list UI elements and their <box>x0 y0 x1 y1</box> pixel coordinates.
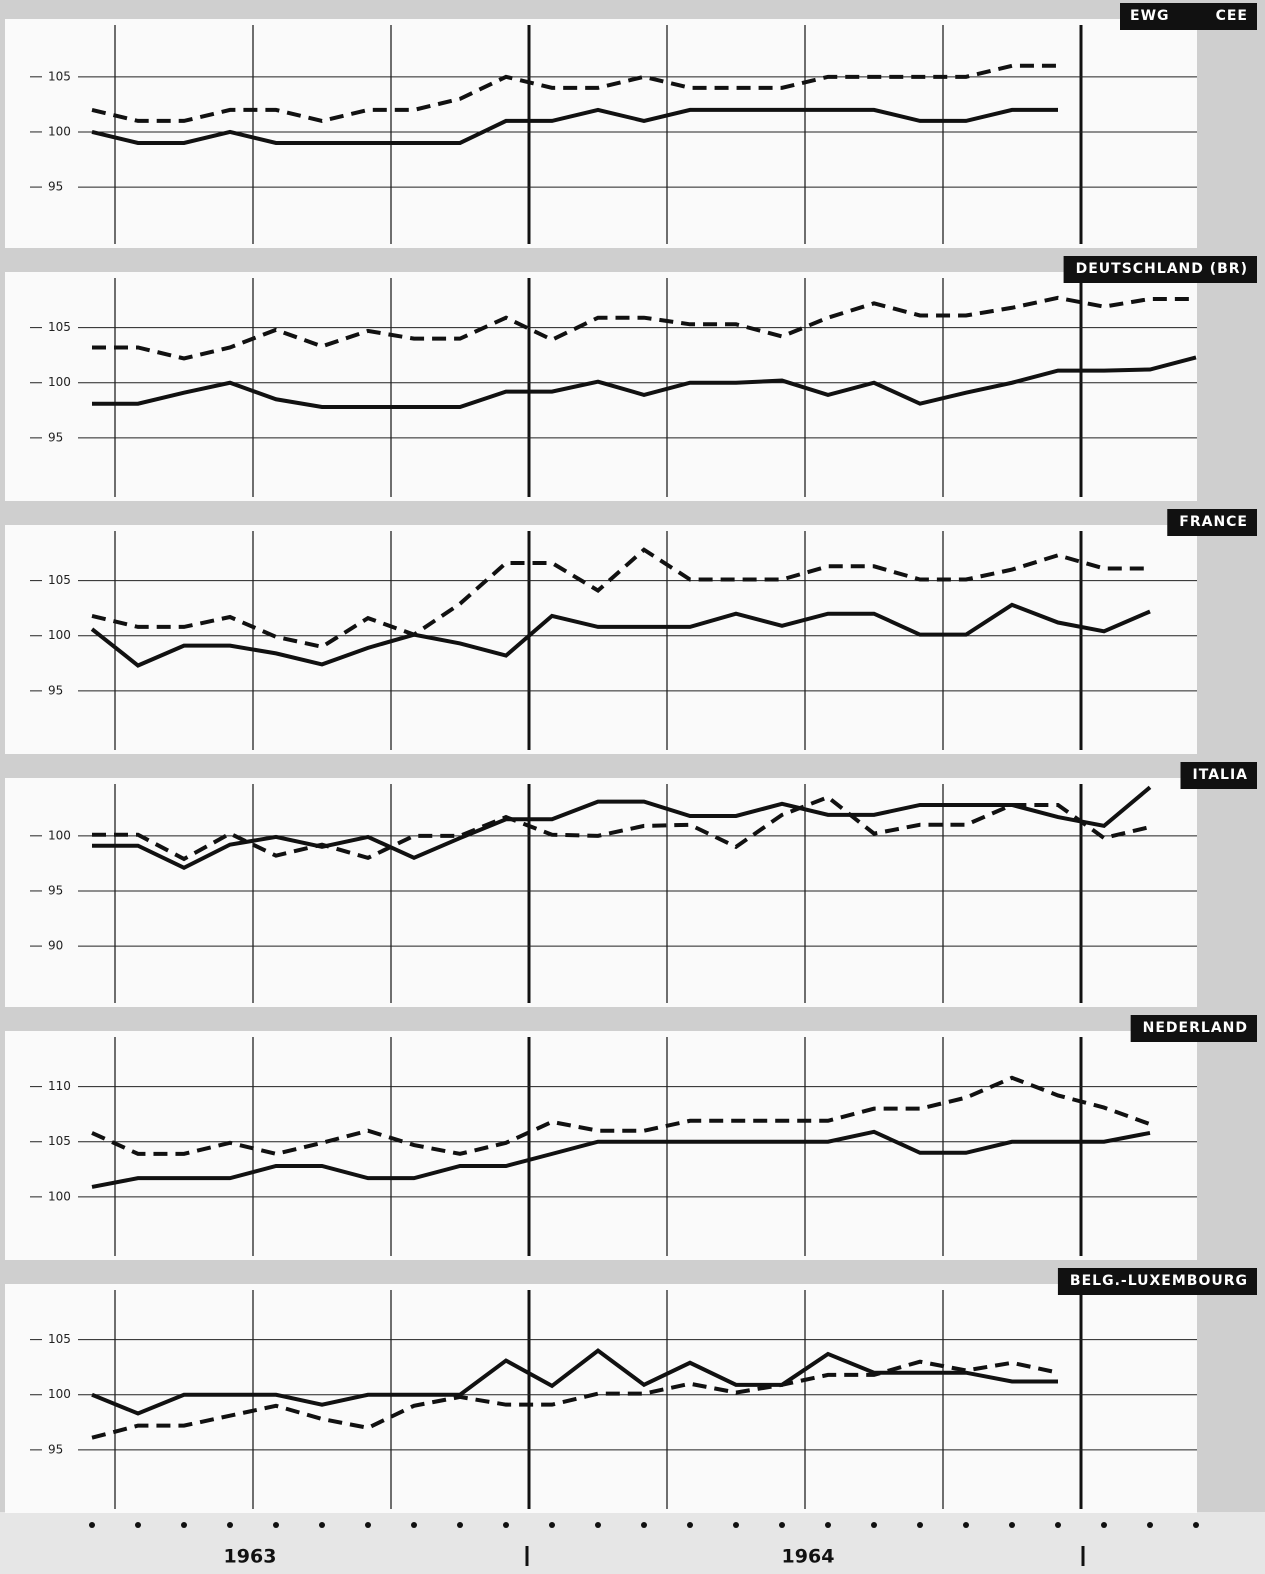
panel-title: ITALIA <box>1193 767 1248 783</box>
panel-title: NEDERLAND <box>1143 1020 1248 1036</box>
y-tick-label: 100 <box>48 828 71 842</box>
y-tick-label: 95 <box>48 430 63 444</box>
year-label: 1964 <box>782 1546 835 1568</box>
year-label: 1963 <box>224 1546 277 1568</box>
month-dot <box>503 1522 509 1528</box>
month-dot <box>1009 1522 1015 1528</box>
solid-line <box>91 1129 1151 1189</box>
y-tick-label: 105 <box>48 69 71 83</box>
panel <box>5 525 1197 754</box>
month-dot <box>963 1522 969 1528</box>
month-dot <box>871 1522 877 1528</box>
month-dot <box>917 1522 923 1528</box>
solid-line <box>91 1348 1058 1416</box>
month-dot <box>641 1522 647 1528</box>
y-tick-label: 90 <box>48 939 63 953</box>
month-dot <box>227 1522 233 1528</box>
solid-line <box>92 355 1197 409</box>
title-box <box>1063 256 1257 283</box>
month-dot <box>779 1522 785 1528</box>
panel <box>5 778 1197 1007</box>
month-dot <box>1101 1522 1107 1528</box>
y-tick-label: 100 <box>48 1387 71 1401</box>
y-tick-label: 95 <box>48 683 63 697</box>
solid-line <box>90 602 1151 668</box>
title-box <box>1167 509 1257 536</box>
title-box <box>1180 762 1257 789</box>
month-dot <box>825 1522 831 1528</box>
y-tick-label: 95 <box>48 180 63 194</box>
panel <box>5 272 1197 501</box>
dashed-line <box>91 547 1150 649</box>
panel-title: EWG <box>1130 8 1170 24</box>
y-tick-label: 105 <box>48 1332 71 1346</box>
month-dot <box>457 1522 463 1528</box>
y-tick-label: 105 <box>48 320 71 334</box>
dashed-line <box>91 1359 1059 1440</box>
y-tick-label: 100 <box>48 124 71 138</box>
month-dot <box>549 1522 555 1528</box>
title-box <box>1057 1268 1257 1295</box>
month-dot <box>319 1522 325 1528</box>
month-dot <box>1055 1522 1061 1528</box>
panel-title: FRANCE <box>1179 514 1248 530</box>
month-dot <box>687 1522 693 1528</box>
time-axis-band <box>0 1512 1265 1574</box>
title-box <box>1130 1015 1257 1042</box>
panel <box>5 1284 1197 1513</box>
month-dot <box>181 1522 187 1528</box>
y-tick-label: 105 <box>48 1134 71 1148</box>
dashed-line <box>92 295 1196 361</box>
panel <box>5 19 1197 248</box>
y-tick-label: 105 <box>48 573 71 587</box>
month-dot <box>135 1522 141 1528</box>
panel-title: BELG.-LUXEMBOURG <box>1070 1273 1248 1289</box>
month-dot <box>365 1522 371 1528</box>
title-box <box>1120 3 1257 30</box>
dashed-line <box>92 794 1151 862</box>
solid-line <box>92 785 1152 871</box>
month-dot <box>1193 1522 1199 1528</box>
solid-line <box>91 107 1058 145</box>
month-dot <box>89 1522 95 1528</box>
y-tick-label: 100 <box>48 628 71 642</box>
panel-title: DEUTSCHLAND (BR) <box>1076 261 1248 277</box>
dashed-line <box>91 1075 1151 1156</box>
month-dot <box>273 1522 279 1528</box>
y-tick-label: 95 <box>48 1442 63 1456</box>
y-tick-label: 100 <box>48 1189 71 1203</box>
y-tick-label: 100 <box>48 375 71 389</box>
y-tick-label: 110 <box>48 1079 71 1093</box>
y-tick-label: 95 <box>48 883 63 897</box>
dashed-line <box>91 63 1058 123</box>
panel <box>5 1031 1197 1260</box>
panel-title: CEE <box>1216 8 1248 24</box>
month-dot <box>733 1522 739 1528</box>
month-dot <box>411 1522 417 1528</box>
month-dot <box>595 1522 601 1528</box>
month-dot <box>1147 1522 1153 1528</box>
